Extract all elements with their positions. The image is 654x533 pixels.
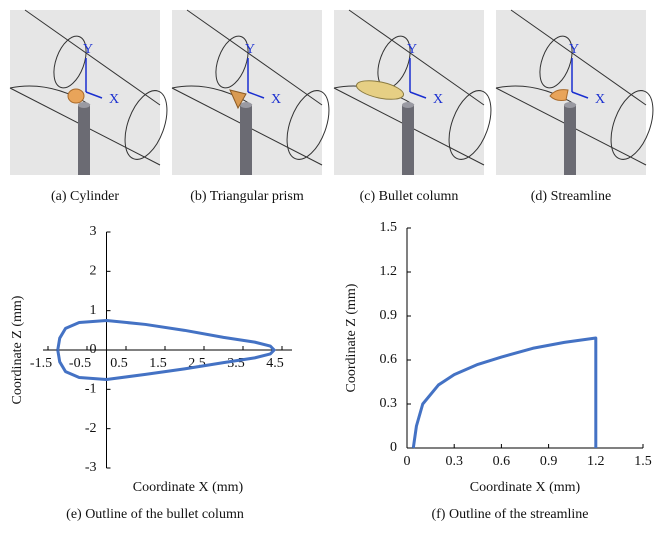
x-axis-label: Coordinate X (mm) [133, 480, 244, 495]
rod-top [402, 102, 414, 108]
y-tick-label: 0 [90, 342, 97, 357]
axis-label: X [271, 92, 281, 107]
x-tick-label: 1.2 [587, 454, 605, 469]
outline [413, 338, 596, 448]
axis-label: Y [245, 42, 255, 57]
caption: (d) Streamline [531, 189, 611, 204]
axis-label: Y [569, 42, 579, 57]
panel: YX [334, 10, 499, 175]
rod-top [78, 102, 90, 108]
y-tick-label: 0.9 [380, 308, 398, 323]
rod [78, 105, 90, 175]
y-tick-label: 0 [390, 440, 397, 455]
x-tick-label: 1.5 [634, 454, 652, 469]
axis-label: X [595, 92, 605, 107]
y-axis-label: Coordinate Z (mm) [10, 295, 25, 404]
y-tick-label: 2 [90, 264, 97, 279]
rod [240, 105, 252, 175]
rod [402, 105, 414, 175]
y-tick-label: 1 [90, 303, 97, 318]
x-tick-label: -1.5 [30, 356, 52, 371]
y-tick-label: -3 [85, 460, 97, 475]
rod-top [240, 102, 252, 108]
rod [564, 105, 576, 175]
x-tick-label: 1.5 [149, 356, 167, 371]
x-tick-label: 0 [404, 454, 411, 469]
y-tick-label: -1 [85, 382, 97, 397]
x-tick-label: 0.9 [540, 454, 558, 469]
caption: (e) Outline of the bullet column [66, 507, 244, 522]
axis-label: Y [407, 42, 417, 57]
body [68, 89, 84, 103]
caption: (b) Triangular prism [190, 189, 304, 204]
y-axis-label: Coordinate Z (mm) [344, 283, 359, 392]
y-tick-label: -2 [85, 421, 97, 436]
x-tick-label: 0.6 [493, 454, 511, 469]
caption: (a) Cylinder [51, 189, 119, 204]
x-tick-label: 0.5 [110, 356, 128, 371]
x-tick-label: 0.3 [445, 454, 463, 469]
figure: YX(a) CylinderYX(b) Triangular prismYX(c… [0, 0, 654, 528]
panel: YX [172, 10, 337, 175]
y-tick-label: 3 [90, 224, 97, 239]
panel: YX [496, 10, 654, 175]
y-tick-label: 0.3 [380, 396, 398, 411]
axis-label: X [109, 92, 119, 107]
caption: (f) Outline of the streamline [431, 507, 588, 522]
y-tick-label: 1.2 [380, 264, 398, 279]
panel: YX [10, 10, 175, 175]
x-axis-label: Coordinate X (mm) [470, 480, 581, 495]
x-tick-label: 4.5 [266, 356, 284, 371]
axis-label: X [433, 92, 443, 107]
x-tick-label: -0.5 [69, 356, 91, 371]
rod-top [564, 102, 576, 108]
y-tick-label: 0.6 [380, 352, 398, 367]
caption: (c) Bullet column [360, 189, 459, 204]
y-tick-label: 1.5 [380, 220, 398, 235]
axis-label: Y [83, 42, 93, 57]
